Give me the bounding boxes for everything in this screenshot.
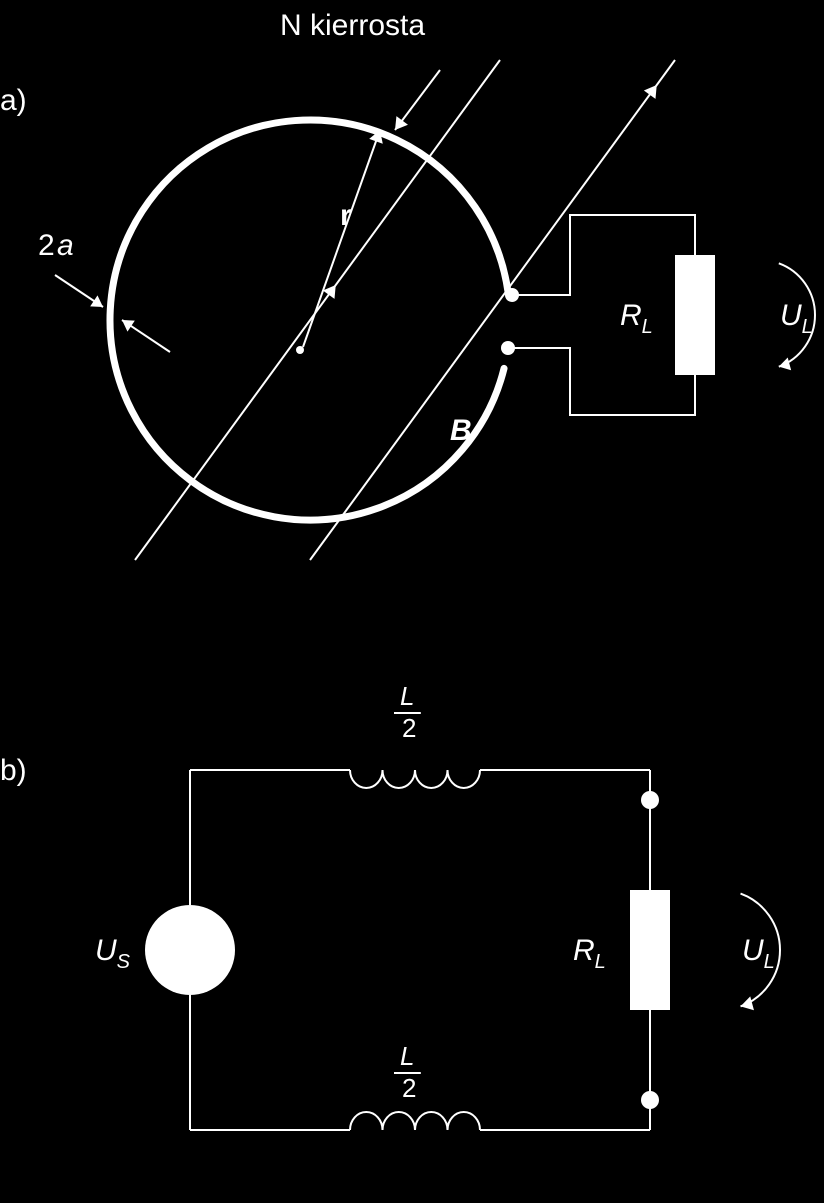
label: U <box>780 299 802 332</box>
voltage-source <box>145 905 235 995</box>
label: L <box>400 681 414 711</box>
label: 2 <box>402 713 416 743</box>
resistor-rl-b <box>630 890 670 1010</box>
label: L <box>400 1041 414 1071</box>
label: R <box>573 934 595 967</box>
label: R <box>620 299 642 332</box>
fig-b-label: b) <box>0 754 27 787</box>
resistor-rl-a <box>675 255 715 375</box>
fig-a-label: a) <box>0 84 27 117</box>
label: L <box>595 951 606 973</box>
label: L <box>802 316 813 338</box>
label: S <box>117 951 131 973</box>
title-n-kierrosta: N kierrosta <box>280 9 425 42</box>
label: U <box>95 934 117 967</box>
label-B: B <box>450 414 472 447</box>
label: L <box>642 316 653 338</box>
center-dot <box>296 346 304 354</box>
node-dot <box>641 791 659 809</box>
label: 2 <box>38 229 55 262</box>
label: L <box>764 951 775 973</box>
label: 2 <box>402 1073 416 1103</box>
node-dot <box>641 1091 659 1109</box>
label-r: r <box>340 199 352 232</box>
label: U <box>742 934 764 967</box>
label: a <box>57 229 74 262</box>
